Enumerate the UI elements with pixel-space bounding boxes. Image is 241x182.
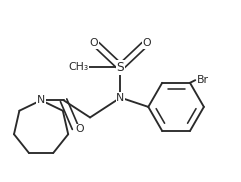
Text: Br: Br [197,75,209,85]
Text: O: O [143,38,151,48]
Text: N: N [116,93,125,103]
Text: O: O [90,38,98,48]
Text: O: O [75,124,84,134]
Text: CH₃: CH₃ [68,62,88,72]
Text: N: N [37,95,45,105]
Text: S: S [117,61,124,74]
